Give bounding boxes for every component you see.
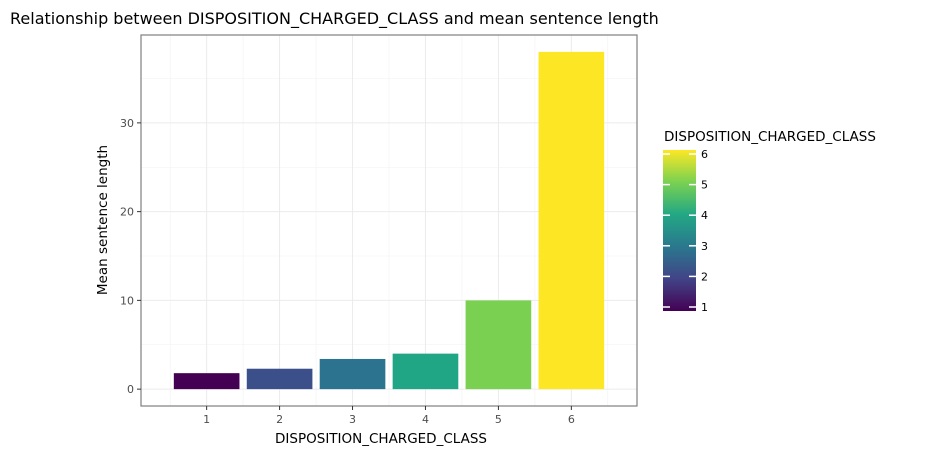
x-tick-label: 5 — [495, 413, 502, 426]
x-tick-label: 6 — [568, 413, 575, 426]
x-tick-label: 4 — [422, 413, 429, 426]
x-axis-title: DISPOSITION_CHARGED_CLASS — [275, 431, 487, 447]
x-tick-label: 2 — [276, 413, 283, 426]
bar-2 — [246, 368, 313, 390]
axes: 0 10 20 30 1 2 3 4 5 6 — [120, 117, 575, 426]
bar-5 — [465, 300, 532, 390]
colorbar-label: 5 — [701, 179, 708, 192]
plot-border — [140, 34, 638, 407]
x-tick-label: 1 — [203, 413, 210, 426]
bar-3 — [319, 358, 386, 390]
bars — [173, 51, 605, 390]
colorbar-label: 6 — [701, 148, 708, 161]
x-tick-label: 3 — [349, 413, 356, 426]
colorbar-label: 3 — [701, 240, 708, 253]
bar-6 — [538, 51, 605, 390]
colorbar-label: 1 — [701, 301, 708, 314]
y-axis-title: Mean sentence length — [95, 145, 111, 295]
y-tick-label: 0 — [127, 383, 134, 396]
legend-title: DISPOSITION_CHARGED_CLASS — [664, 129, 876, 145]
bar-4 — [392, 353, 459, 390]
colorbar-label: 4 — [701, 209, 708, 222]
colorbar-label: 2 — [701, 270, 708, 283]
y-tick-label: 30 — [120, 117, 134, 130]
chart-title: Relationship between DISPOSITION_CHARGED… — [10, 9, 659, 29]
colorbar-ticks: 1 2 3 4 5 6 — [663, 148, 708, 314]
bar-1 — [173, 373, 240, 390]
colorbar — [663, 150, 696, 311]
y-tick-label: 10 — [120, 294, 134, 307]
y-tick-label: 20 — [120, 206, 134, 219]
